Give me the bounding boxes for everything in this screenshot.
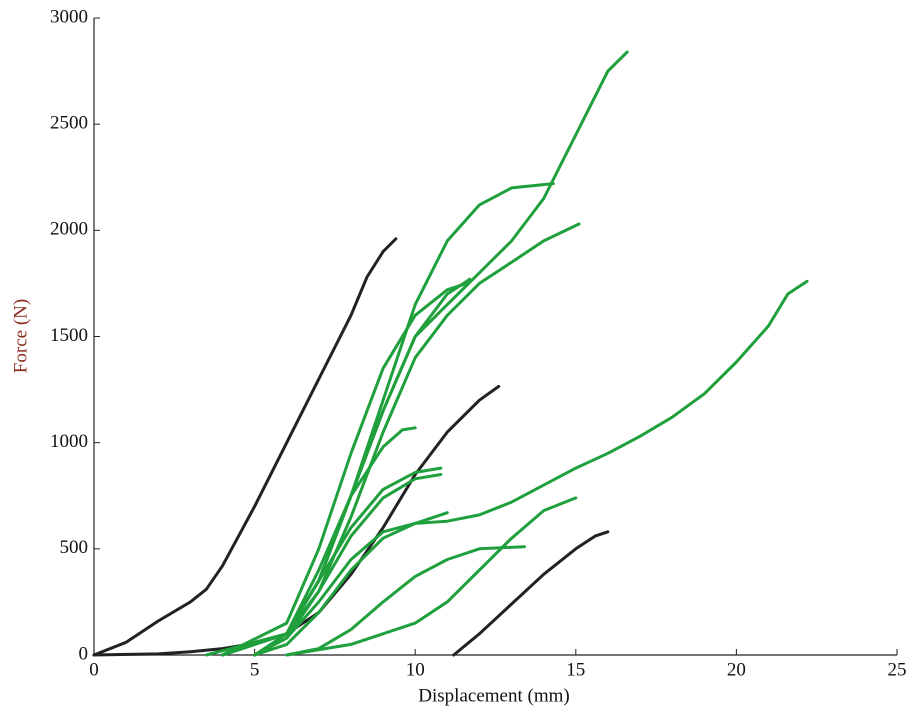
- y-tick-label: 3000: [50, 6, 88, 27]
- y-tick-label: 0: [79, 643, 89, 664]
- x-tick-label: 20: [727, 659, 746, 680]
- x-tick-label: 5: [250, 659, 260, 680]
- data-line: [253, 466, 443, 657]
- data-line: [92, 237, 398, 657]
- data-line: [253, 279, 809, 657]
- data-line: [452, 530, 610, 657]
- x-axis-label: Displacement (mm): [418, 685, 569, 706]
- y-tick-label: 500: [60, 537, 89, 558]
- x-tick-label: 15: [566, 659, 585, 680]
- y-tick-label: 1000: [50, 431, 88, 452]
- data-line: [285, 545, 526, 657]
- y-tick-label: 2000: [50, 219, 88, 240]
- y-tick-label: 1500: [50, 325, 88, 346]
- data-line: [221, 50, 629, 657]
- data-line: [253, 511, 449, 657]
- data-line: [221, 426, 417, 657]
- y-axis-label: Force (N): [10, 299, 31, 373]
- data-line: [221, 281, 469, 657]
- x-tick-label: 10: [406, 659, 425, 680]
- y-tick-label: 2500: [50, 113, 88, 134]
- x-tick-label: 25: [888, 659, 907, 680]
- data-line: [285, 496, 578, 657]
- x-tick-label: 0: [89, 659, 99, 680]
